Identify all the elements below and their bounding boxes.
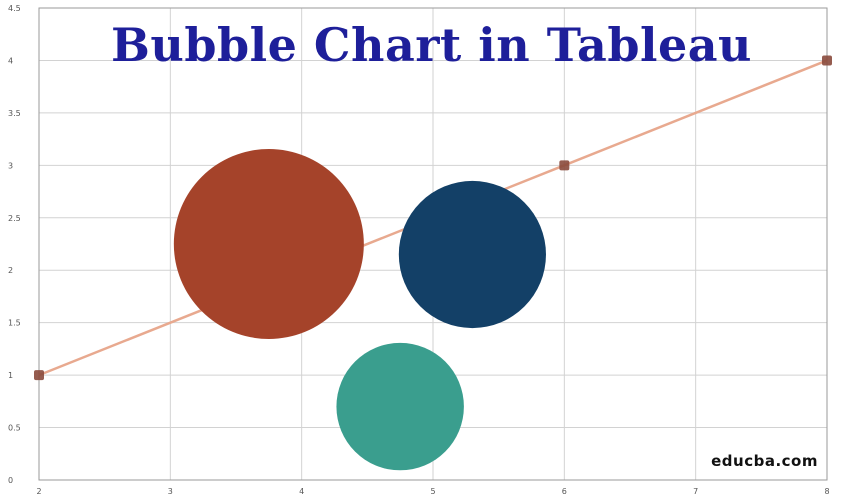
x-tick-label: 4 [299,487,304,496]
chart-title: Bubble Chart in Tableau [111,18,752,72]
line-point-marker [822,55,832,66]
y-tick-label: 2 [8,266,13,275]
x-tick-label: 3 [168,487,173,496]
x-tick-label: 8 [824,487,829,496]
y-tick-label: 4 [8,56,13,65]
y-tick-label: 3 [8,161,13,170]
y-tick-label: 0 [8,476,13,485]
watermark-text: educba.com [711,452,818,470]
x-tick-label: 6 [562,487,567,496]
x-tick-label: 2 [36,487,41,496]
y-tick-label: 2.5 [8,214,21,223]
bubble-3 [336,342,464,471]
bubble-1 [173,149,364,339]
line-point-marker [559,160,570,171]
x-tick-label: 5 [430,487,435,496]
y-tick-label: 1 [8,371,13,380]
x-tick-label: 7 [693,487,698,496]
tick-labels: 0 0.5 1 1.5 2 2.5 3 3.5 4 4.5 2 3 4 5 6 7 8 [8,4,830,496]
plot-frame [38,7,828,481]
y-tick-label: 0.5 [8,424,21,433]
line-point-marker [34,370,44,381]
bubbles [173,149,546,471]
bubble-2 [398,180,546,329]
y-tick-label: 1.5 [8,319,21,328]
y-tick-label: 4.5 [8,4,21,13]
y-tick-label: 3.5 [8,109,21,118]
